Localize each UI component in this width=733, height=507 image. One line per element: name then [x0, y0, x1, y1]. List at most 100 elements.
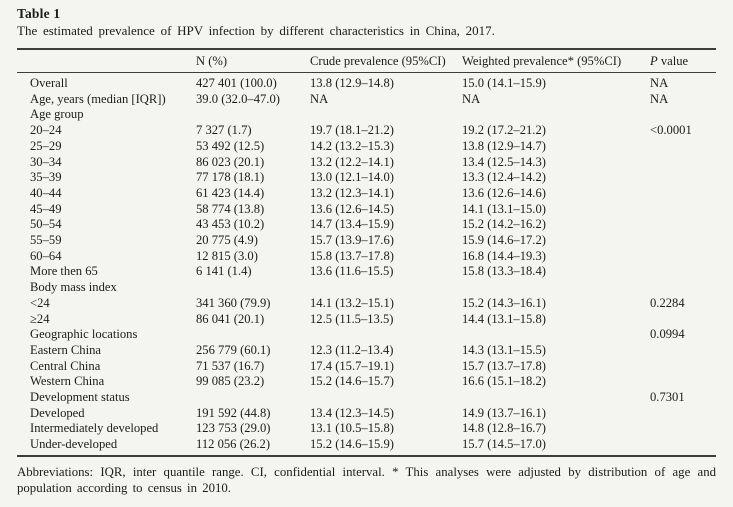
cell-n: 191 592 (44.8): [196, 405, 271, 420]
table-row: 55–59 20 775 (4.9) 15.7 (13.9–17.6) 15.9 (1…: [17, 233, 716, 249]
table-row: Western China 99 085 (23.2) 15.2 (14.6–15.…: [17, 374, 716, 390]
table-header: N (%) Crude prevalence (95%CI) Weighted …: [17, 49, 716, 73]
cell-weighted: 15.2 (14.3–16.1): [462, 295, 546, 310]
cell-crude: [310, 280, 462, 296]
cell-label: 45–49: [30, 201, 62, 216]
cell-weighted: 13.4 (12.5–14.3): [462, 154, 546, 169]
cell-crude: 14.2 (13.2–15.3): [310, 138, 394, 153]
cell-n: 43 453 (10.2): [196, 217, 265, 232]
cell-p: [650, 312, 716, 328]
cell-p: [650, 202, 716, 218]
table-row: 20–24 7 327 (1.7) 19.7 (18.1–21.2) 19.2 (17…: [17, 123, 716, 139]
table-row: Eastern China 256 779 (60.1) 12.3 (11.2–13…: [17, 343, 716, 359]
cell-weighted: 13.8 (12.9–14.7): [462, 138, 546, 153]
table-row: Body mass index: [17, 280, 716, 296]
cell-n: 99 085 (23.2): [196, 374, 265, 389]
cell-crude: [310, 390, 462, 406]
cell-label: More then 65: [30, 264, 98, 279]
cell-n: [196, 327, 310, 343]
prevalence-table: N (%) Crude prevalence (95%CI) Weighted …: [17, 48, 716, 457]
cell-crude: 12.5 (11.5–13.5): [310, 311, 394, 326]
cell-crude: 15.2 (14.6–15.7): [310, 374, 394, 389]
table-row: Geographic locations 0.0994: [17, 327, 716, 343]
table-row: Central China 71 537 (16.7) 17.4 (15.7–19.…: [17, 359, 716, 375]
cell-crude: 15.2 (14.6–15.9): [310, 437, 394, 452]
cell-weighted: 16.6 (15.1–18.2): [462, 374, 546, 389]
cell-n: 12 815 (3.0): [196, 248, 258, 263]
cell-weighted: 15.7 (13.7–17.8): [462, 358, 546, 373]
table-label: Table 1: [17, 6, 61, 21]
cell-n: 123 753 (29.0): [196, 421, 271, 436]
cell-label: Age, years (median [IQR]): [30, 91, 166, 106]
cell-label: 40–44: [30, 185, 62, 200]
cell-crude: 14.1 (13.2–15.1): [310, 295, 394, 310]
cell-label: Central China: [30, 358, 101, 373]
p-value-italic: P: [650, 54, 658, 68]
table-row: Age group: [17, 107, 716, 123]
cell-crude: 19.7 (18.1–21.2): [310, 123, 394, 138]
table-row: ≥24 86 041 (20.1) 12.5 (11.5–13.5) 14.4 (13…: [17, 312, 716, 328]
cell-n: 86 023 (20.1): [196, 154, 265, 169]
cell-label: <24: [30, 295, 50, 310]
cell-n: [196, 390, 310, 406]
cell-weighted: 14.4 (13.1–15.8): [462, 311, 546, 326]
cell-weighted: 14.9 (13.7–16.1): [462, 405, 546, 420]
cell-label: 25–29: [30, 138, 62, 153]
cell-p: [650, 107, 716, 123]
cell-p: [650, 233, 716, 249]
cell-crude: 13.2 (12.3–14.1): [310, 185, 394, 200]
cell-weighted: 14.8 (12.8–16.7): [462, 421, 546, 436]
table-row: Development status 0.7301: [17, 390, 716, 406]
cell-crude: [310, 107, 462, 123]
cell-crude: 13.8 (12.9–14.8): [310, 76, 394, 90]
cell-p: [650, 186, 716, 202]
cell-weighted: 15.9 (14.6–17.2): [462, 233, 546, 248]
table-row: 45–49 58 774 (13.8) 13.6 (12.6–14.5) 14.1 (…: [17, 202, 716, 218]
cell-crude: 17.4 (15.7–19.1): [310, 358, 394, 373]
table-row: Under-developed 112 056 (26.2) 15.2 (14.6–…: [17, 437, 716, 456]
cell-n: 86 041 (20.1): [196, 311, 265, 326]
cell-weighted: 13.3 (12.4–14.2): [462, 170, 546, 185]
cell-p: [650, 155, 716, 171]
cell-p: [650, 170, 716, 186]
cell-label: 55–59: [30, 233, 62, 248]
cell-weighted: 16.8 (14.4–19.3): [462, 248, 546, 263]
cell-p: [650, 139, 716, 155]
header-p-value: P value: [650, 49, 716, 73]
cell-p: [650, 437, 716, 456]
cell-weighted: 13.6 (12.6–14.6): [462, 185, 546, 200]
cell-p: NA: [650, 76, 669, 90]
cell-crude: 13.1 (10.5–15.8): [310, 421, 394, 436]
table-row: 60–64 12 815 (3.0) 15.8 (13.7–17.8) 16.8 (1…: [17, 249, 716, 265]
cell-label: Eastern China: [30, 342, 101, 357]
cell-p: 0.2284: [650, 295, 685, 310]
header-row: N (%) Crude prevalence (95%CI) Weighted …: [17, 49, 716, 73]
cell-n: 39.0 (32.0–47.0): [196, 91, 280, 106]
cell-n: 53 492 (12.5): [196, 138, 265, 153]
table-row: 50–54 43 453 (10.2) 14.7 (13.4–15.9) 15.2 (…: [17, 217, 716, 233]
cell-p: NA: [650, 91, 669, 106]
cell-p: 0.7301: [650, 390, 685, 405]
table-footnote: Abbreviations: IQR, inter quantile range…: [17, 464, 716, 496]
cell-n: [196, 280, 310, 296]
cell-label: Development status: [30, 390, 130, 405]
cell-weighted: [462, 280, 650, 296]
cell-label: 30–34: [30, 154, 62, 169]
cell-n: 77 178 (18.1): [196, 170, 265, 185]
cell-label: Under-developed: [30, 437, 118, 452]
table-body: Overall 427 401 (100.0) 13.8 (12.9–14.8) 15…: [17, 73, 716, 456]
cell-n: 6 141 (1.4): [196, 264, 252, 279]
cell-crude: 12.3 (11.2–13.4): [310, 342, 394, 357]
table-row: 30–34 86 023 (20.1) 13.2 (12.2–14.1) 13.4 (…: [17, 155, 716, 171]
cell-crude: [310, 327, 462, 343]
cell-weighted: 15.7 (14.5–17.0): [462, 437, 546, 452]
cell-p: [650, 374, 716, 390]
cell-p: [650, 249, 716, 265]
cell-label: Body mass index: [30, 280, 117, 295]
cell-weighted: 14.3 (13.1–15.5): [462, 342, 546, 357]
cell-label: Age group: [30, 107, 84, 122]
p-value-rest: value: [657, 54, 689, 68]
table-row: <24 341 360 (79.9) 14.1 (13.2–15.1) 15.2 (1…: [17, 296, 716, 312]
cell-n: 7 327 (1.7): [196, 123, 252, 138]
